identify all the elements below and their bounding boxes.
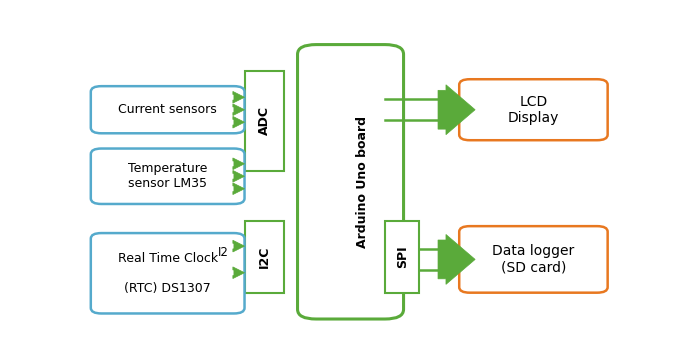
Polygon shape — [233, 170, 245, 182]
Polygon shape — [233, 183, 245, 194]
Text: Current sensors: Current sensors — [118, 103, 217, 116]
Polygon shape — [233, 158, 245, 170]
FancyBboxPatch shape — [91, 86, 245, 133]
Polygon shape — [233, 267, 245, 279]
Text: I2C: I2C — [258, 246, 271, 268]
Polygon shape — [233, 116, 245, 128]
Polygon shape — [438, 234, 475, 284]
FancyBboxPatch shape — [459, 79, 607, 140]
Text: Arduino Uno board: Arduino Uno board — [356, 116, 369, 248]
Text: LCD
Display: LCD Display — [508, 95, 559, 125]
Text: Temperature
sensor LM35: Temperature sensor LM35 — [128, 162, 207, 190]
FancyBboxPatch shape — [91, 233, 245, 314]
Bar — [385, 221, 419, 293]
Text: Real Time Clock

(RTC) DS1307: Real Time Clock (RTC) DS1307 — [118, 252, 218, 295]
FancyBboxPatch shape — [459, 226, 607, 293]
FancyBboxPatch shape — [298, 45, 404, 319]
Polygon shape — [233, 91, 245, 103]
Polygon shape — [233, 104, 245, 116]
Text: ADC: ADC — [258, 106, 271, 135]
Text: I2: I2 — [218, 246, 228, 259]
Polygon shape — [438, 85, 475, 135]
Text: Data logger
(SD card): Data logger (SD card) — [492, 244, 575, 275]
Polygon shape — [233, 240, 245, 252]
FancyBboxPatch shape — [91, 149, 245, 204]
Text: SPI: SPI — [396, 245, 409, 268]
Bar — [245, 221, 285, 293]
Bar — [245, 71, 285, 171]
